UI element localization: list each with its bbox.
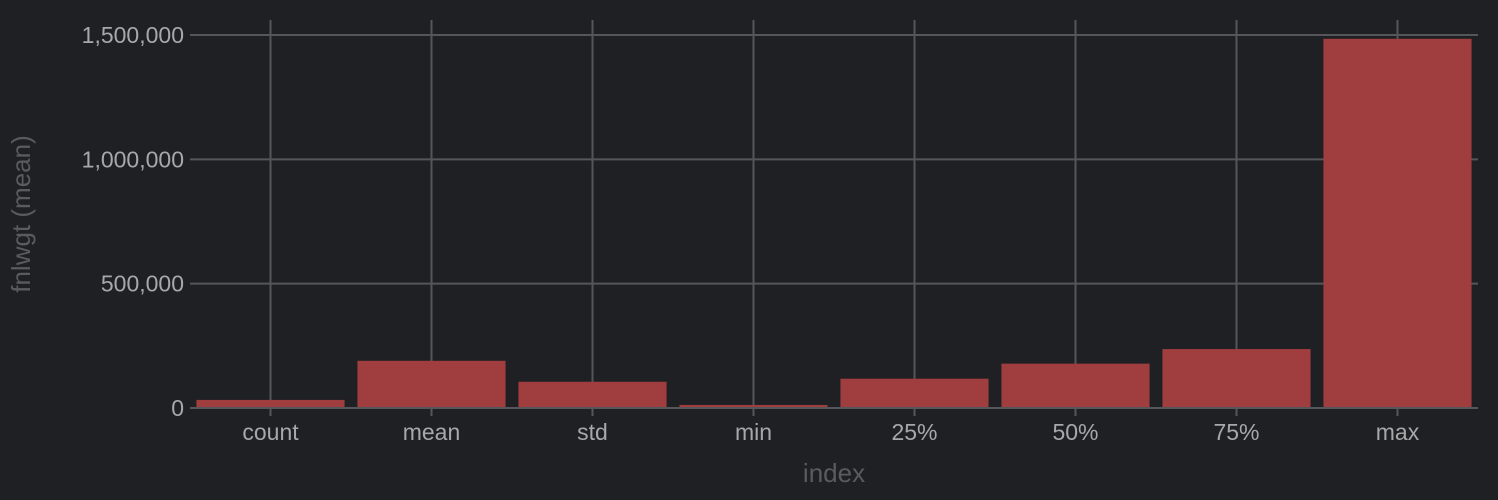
- x-tick-label: mean: [403, 419, 461, 445]
- x-tick-label: 25%: [891, 419, 937, 445]
- y-axis-title: fnlwgt (mean): [6, 135, 36, 293]
- bar-std[interactable]: [518, 381, 667, 408]
- y-tick-label: 1,500,000: [82, 22, 184, 48]
- bar-75pct[interactable]: [1162, 349, 1311, 408]
- x-tick-label: 50%: [1052, 419, 1098, 445]
- y-tick-label: 0: [171, 395, 184, 421]
- bars: [190, 38, 1478, 409]
- x-tick-label: min: [735, 419, 772, 445]
- x-axis-title: index: [803, 458, 865, 488]
- bar-max[interactable]: [1323, 38, 1472, 409]
- bar-50pct[interactable]: [1001, 363, 1150, 408]
- bar-count[interactable]: [196, 399, 345, 408]
- y-tick-label: 1,000,000: [82, 146, 184, 172]
- y-axis-ticks: 0 500,000 1,000,000 1,500,000: [82, 22, 184, 421]
- bar-min[interactable]: [679, 404, 828, 408]
- x-tick-label: count: [242, 419, 299, 445]
- bar-25pct[interactable]: [840, 378, 989, 408]
- x-axis-ticks: count mean std min 25% 50% 75% max: [242, 419, 1419, 445]
- y-tick-label: 500,000: [101, 271, 184, 297]
- x-tick-label: max: [1376, 419, 1420, 445]
- x-tick-label: std: [577, 419, 608, 445]
- x-tick-label: 75%: [1213, 419, 1259, 445]
- bar-mean[interactable]: [357, 360, 506, 408]
